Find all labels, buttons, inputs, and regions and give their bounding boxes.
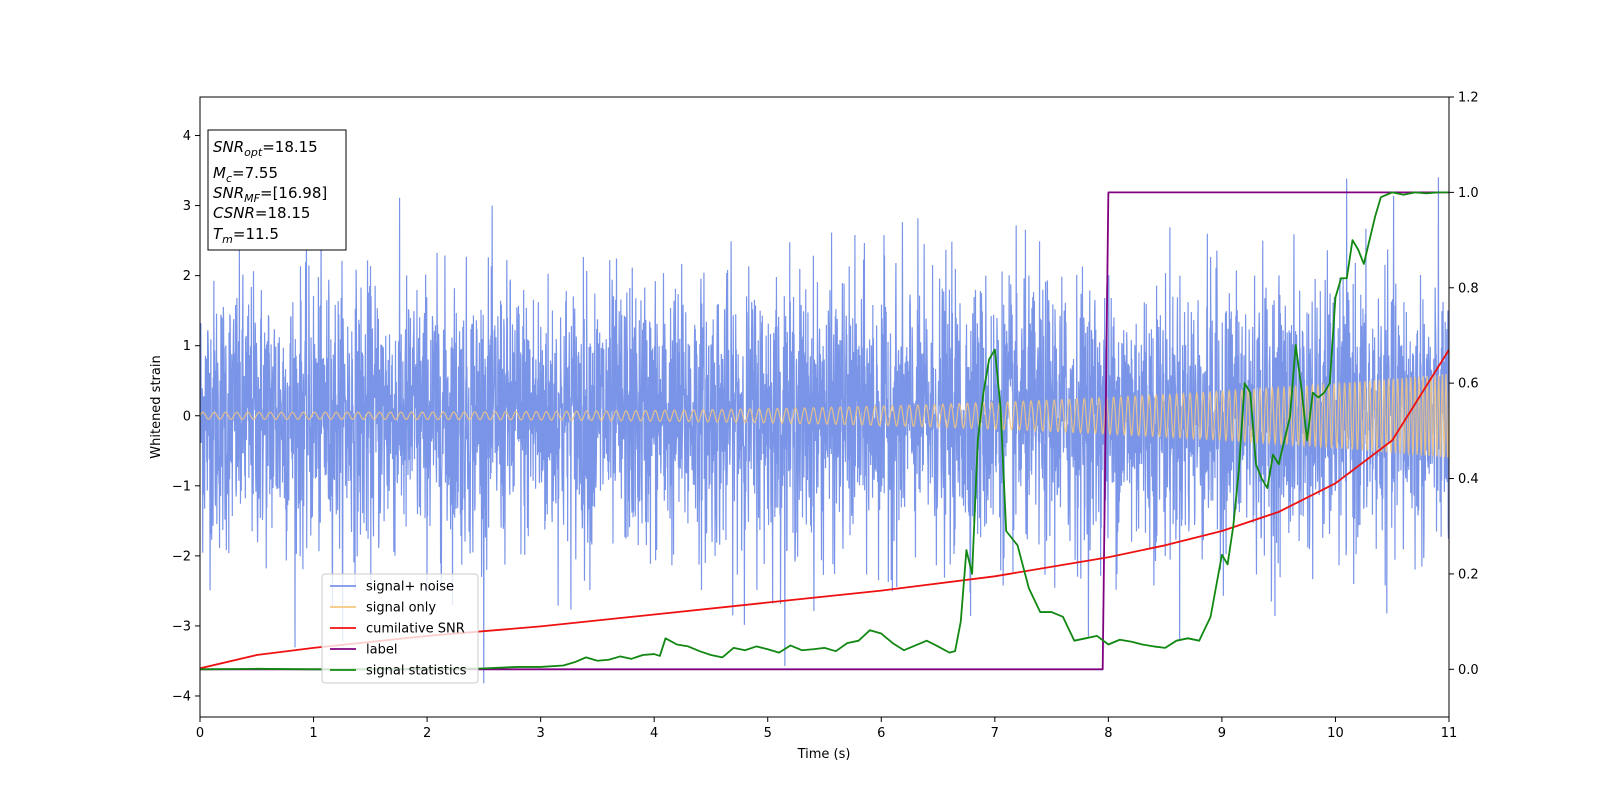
y-right-tick-label: 1.0 bbox=[1458, 186, 1479, 201]
y-tick-label: 0 bbox=[183, 409, 191, 424]
y-right-tick-label: 1.2 bbox=[1458, 91, 1479, 106]
info-box-line: SNRopt=18.15 bbox=[213, 138, 318, 159]
series-signal-only-line bbox=[200, 373, 1449, 458]
x-tick-label: 6 bbox=[877, 726, 885, 741]
x-tick-label: 1 bbox=[309, 726, 317, 741]
y-tick-label: −1 bbox=[172, 479, 191, 494]
info-box-line: Tm=11.5 bbox=[213, 225, 279, 246]
y-tick-label: 3 bbox=[183, 199, 191, 214]
y-tick-label: 4 bbox=[183, 129, 191, 144]
x-tick-label: 7 bbox=[991, 726, 999, 741]
y-right-tick-label: 0.6 bbox=[1458, 377, 1479, 392]
y-right-tick-label: 0.8 bbox=[1458, 281, 1479, 296]
legend: signal+ noise signal only cumilative SNR la… bbox=[321, 573, 479, 684]
info-box-frame bbox=[207, 129, 347, 251]
x-tick-label: 10 bbox=[1327, 726, 1344, 741]
series-signal-statistics-line bbox=[200, 191, 1449, 671]
x-axis-label: Time (s) bbox=[797, 747, 851, 762]
y-axis-label: Whitened strain bbox=[149, 355, 164, 458]
legend-entry-label: signal statistics bbox=[366, 664, 467, 679]
info-box-line: SNRMF=[16.98] bbox=[213, 184, 327, 205]
ticks-layer: 0 1 2 3 4 5 6 7 8 9 10 11 −4 −3 −2 −1 0 1 2 3 4 0.0 0.2 0.4 0.6 0… bbox=[172, 91, 1479, 742]
y-right-tick-label: 0.4 bbox=[1458, 472, 1479, 487]
legend-entry-label: signal only bbox=[366, 601, 436, 616]
legend-entry-label: signal+ noise bbox=[366, 580, 454, 595]
info-box-line: CSNR=18.15 bbox=[213, 204, 310, 222]
y-tick-label: 1 bbox=[183, 339, 191, 354]
series-label-line bbox=[200, 191, 1449, 671]
y-tick-label: −3 bbox=[172, 619, 191, 634]
x-tick-label: 8 bbox=[1104, 726, 1112, 741]
y-tick-label: −2 bbox=[172, 549, 191, 564]
y-right-tick-label: 0.0 bbox=[1458, 663, 1479, 678]
x-tick-label: 5 bbox=[764, 726, 772, 741]
legend-frame bbox=[321, 573, 479, 684]
y-right-tick-label: 0.2 bbox=[1458, 567, 1479, 582]
x-tick-label: 2 bbox=[423, 726, 431, 741]
x-tick-label: 0 bbox=[196, 726, 204, 741]
x-tick-label: 4 bbox=[650, 726, 658, 741]
info-box-line: Mc=7.55 bbox=[213, 164, 278, 185]
x-tick-label: 9 bbox=[1218, 726, 1226, 741]
info-box: SNRopt=18.15 Mc=7.55SNRMF=[16.98]CSNR=18.… bbox=[207, 129, 347, 251]
plot-frame bbox=[199, 96, 1450, 718]
legend-entry-label: label bbox=[366, 643, 397, 658]
x-tick-label: 11 bbox=[1441, 726, 1458, 741]
y-tick-label: 2 bbox=[183, 269, 191, 284]
legend-entry-label: cumilative SNR bbox=[366, 622, 465, 637]
x-tick-label: 3 bbox=[536, 726, 544, 741]
y-tick-label: −4 bbox=[172, 689, 191, 704]
